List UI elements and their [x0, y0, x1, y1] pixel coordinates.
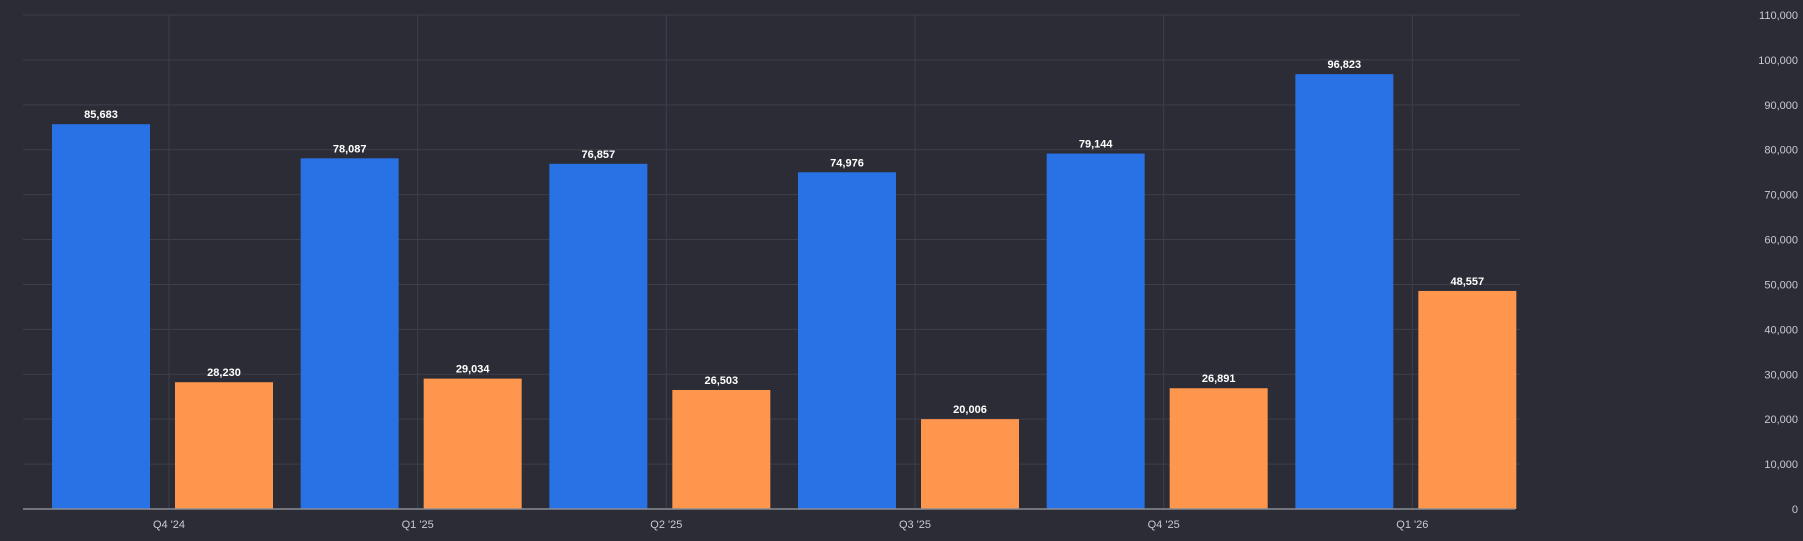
x-tick-label: Q4 '24 — [153, 519, 185, 531]
x-tick-label: Q2 '25 — [650, 519, 682, 531]
bar-data-label: 85,683 — [84, 109, 118, 121]
x-tick-label: Q4 '25 — [1148, 519, 1180, 531]
x-tick-label: Q3 '25 — [899, 519, 931, 531]
bar-data-label: 26,503 — [705, 375, 739, 387]
bar[interactable] — [52, 124, 150, 509]
y-tick-label: 50,000 — [1764, 279, 1798, 291]
y-axis-tick-labels: 0 10,000 20,000 30,000 40,000 50,000 60,000 70,… — [1758, 10, 1798, 516]
bar-data-label: 26,891 — [1202, 373, 1236, 385]
y-tick-label: 10,000 — [1764, 459, 1798, 471]
data-labels: 85,683 78,087 76,857 74,976 79,144 96,823 28,2… — [84, 59, 1484, 416]
bar-data-label: 78,087 — [333, 143, 367, 155]
y-tick-label: 60,000 — [1764, 235, 1798, 247]
bar-data-label: 79,144 — [1079, 139, 1114, 151]
bar-data-label: 28,230 — [207, 367, 241, 379]
bar-data-label: 20,006 — [953, 404, 987, 416]
y-tick-label: 0 — [1792, 504, 1798, 516]
bar[interactable] — [798, 172, 896, 509]
y-tick-label: 40,000 — [1764, 324, 1798, 336]
bars — [52, 74, 1517, 510]
y-tick-label: 70,000 — [1764, 190, 1798, 202]
x-axis-tick-labels: Q4 '24 Q1 '25 Q2 '25 Q3 '25 Q4 '25 Q1 '26 — [153, 519, 1428, 531]
y-tick-label: 100,000 — [1758, 55, 1798, 67]
y-tick-label: 110,000 — [1759, 10, 1798, 22]
bar-data-label: 29,034 — [456, 364, 491, 376]
y-tick-label: 30,000 — [1764, 369, 1798, 381]
bar[interactable] — [921, 419, 1019, 509]
bar[interactable] — [423, 378, 522, 509]
y-tick-label: 90,000 — [1764, 100, 1798, 112]
bar[interactable] — [1295, 74, 1394, 510]
x-tick-label: Q1 '25 — [402, 519, 434, 531]
bar[interactable] — [1418, 290, 1517, 509]
bar[interactable] — [175, 382, 273, 509]
y-tick-label: 20,000 — [1764, 414, 1798, 426]
bar-data-label: 96,823 — [1328, 59, 1362, 71]
bar[interactable] — [672, 389, 771, 509]
bar[interactable] — [300, 158, 399, 510]
bar[interactable] — [1046, 153, 1145, 510]
bar-data-label: 76,857 — [582, 149, 616, 161]
bar-data-label: 48,557 — [1451, 276, 1485, 288]
x-tick-label: Q1 '26 — [1396, 519, 1428, 531]
bar[interactable] — [549, 163, 648, 509]
y-tick-label: 80,000 — [1764, 145, 1798, 157]
bar[interactable] — [1169, 388, 1268, 509]
bar-data-label: 74,976 — [830, 157, 864, 169]
vertical-gridlines — [168, 15, 1413, 509]
